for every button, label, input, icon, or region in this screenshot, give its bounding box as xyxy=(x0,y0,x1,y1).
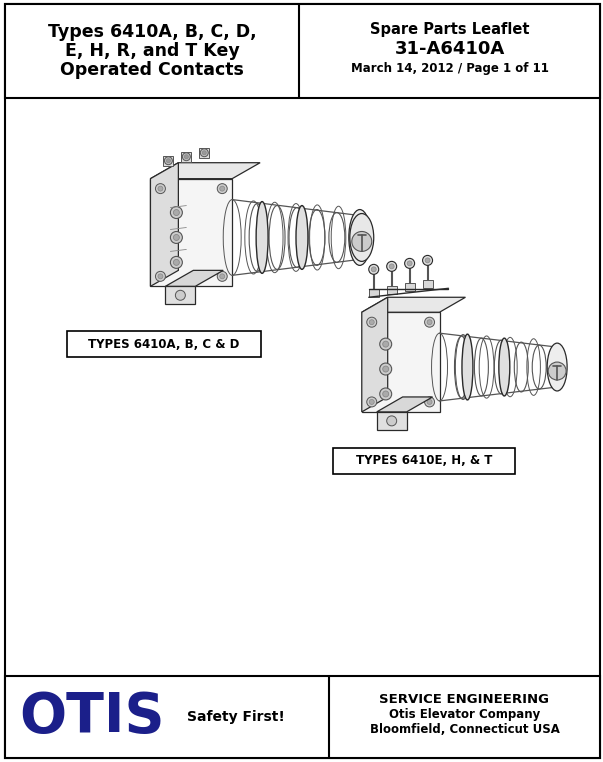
Text: TYPES 6410A, B, C & D: TYPES 6410A, B, C & D xyxy=(88,338,239,351)
Circle shape xyxy=(174,235,179,241)
Ellipse shape xyxy=(350,213,374,261)
Circle shape xyxy=(185,155,188,158)
Circle shape xyxy=(175,290,185,300)
Circle shape xyxy=(425,317,435,327)
Circle shape xyxy=(217,184,227,194)
Circle shape xyxy=(219,186,225,191)
Circle shape xyxy=(367,397,377,407)
Bar xyxy=(67,331,261,357)
Bar xyxy=(369,290,379,297)
Circle shape xyxy=(425,258,430,263)
Bar xyxy=(163,155,174,165)
Circle shape xyxy=(219,274,225,279)
Circle shape xyxy=(387,261,397,271)
Polygon shape xyxy=(362,297,388,412)
Circle shape xyxy=(369,320,374,325)
Text: Types 6410A, B, C, D,: Types 6410A, B, C, D, xyxy=(48,23,256,41)
Polygon shape xyxy=(165,287,195,304)
Circle shape xyxy=(425,397,435,407)
Polygon shape xyxy=(362,312,440,412)
Circle shape xyxy=(427,320,432,325)
Circle shape xyxy=(171,256,182,268)
Bar xyxy=(5,676,600,757)
Circle shape xyxy=(427,399,432,405)
Circle shape xyxy=(352,232,371,251)
Circle shape xyxy=(200,149,208,157)
Bar xyxy=(387,287,397,294)
Circle shape xyxy=(383,366,389,372)
Circle shape xyxy=(389,264,394,269)
Circle shape xyxy=(548,362,566,380)
Text: Spare Parts Leaflet: Spare Parts Leaflet xyxy=(370,21,529,37)
Polygon shape xyxy=(165,271,223,287)
Text: March 14, 2012 / Page 1 of 11: March 14, 2012 / Page 1 of 11 xyxy=(350,62,549,75)
Circle shape xyxy=(174,210,179,216)
Ellipse shape xyxy=(499,338,510,396)
Circle shape xyxy=(182,152,191,161)
Circle shape xyxy=(156,184,165,194)
Circle shape xyxy=(380,388,392,400)
Ellipse shape xyxy=(349,210,371,265)
Circle shape xyxy=(202,151,206,155)
Circle shape xyxy=(369,399,374,405)
Polygon shape xyxy=(151,163,178,287)
Bar xyxy=(182,152,191,162)
Polygon shape xyxy=(377,412,406,430)
Circle shape xyxy=(380,363,392,375)
Text: Operated Contacts: Operated Contacts xyxy=(60,61,244,79)
Polygon shape xyxy=(377,397,432,412)
Ellipse shape xyxy=(462,335,473,400)
Bar xyxy=(200,148,209,158)
Text: OTIS: OTIS xyxy=(19,690,165,744)
Text: TYPES 6410E, H, & T: TYPES 6410E, H, & T xyxy=(356,454,492,467)
Circle shape xyxy=(371,267,376,272)
Bar xyxy=(5,5,600,98)
Ellipse shape xyxy=(547,343,567,391)
Bar xyxy=(333,448,516,474)
Circle shape xyxy=(383,391,389,397)
Circle shape xyxy=(407,261,412,266)
Polygon shape xyxy=(151,163,260,178)
Text: Safety First!: Safety First! xyxy=(188,710,285,724)
Circle shape xyxy=(158,186,163,191)
Text: Otis Elevator Company: Otis Elevator Company xyxy=(389,709,540,722)
Circle shape xyxy=(405,258,415,268)
Circle shape xyxy=(174,259,179,265)
Polygon shape xyxy=(151,178,232,287)
Circle shape xyxy=(367,317,377,327)
Text: 31-A6410A: 31-A6410A xyxy=(394,40,505,58)
Circle shape xyxy=(171,207,182,219)
Bar xyxy=(405,283,415,291)
Circle shape xyxy=(423,255,432,265)
Circle shape xyxy=(166,158,171,163)
Circle shape xyxy=(369,264,379,274)
Polygon shape xyxy=(362,297,466,312)
Text: E, H, R, and T Key: E, H, R, and T Key xyxy=(65,42,239,60)
Text: SERVICE ENGINEERING: SERVICE ENGINEERING xyxy=(379,693,549,706)
Ellipse shape xyxy=(296,206,308,269)
Bar xyxy=(423,280,432,288)
Circle shape xyxy=(383,341,389,347)
Circle shape xyxy=(217,271,227,281)
Text: Bloomfield, Connecticut USA: Bloomfield, Connecticut USA xyxy=(370,723,560,736)
Circle shape xyxy=(158,274,163,279)
Circle shape xyxy=(380,338,392,350)
Circle shape xyxy=(156,271,165,281)
Circle shape xyxy=(165,157,172,165)
Circle shape xyxy=(171,232,182,243)
Circle shape xyxy=(387,416,397,426)
Ellipse shape xyxy=(256,202,268,274)
